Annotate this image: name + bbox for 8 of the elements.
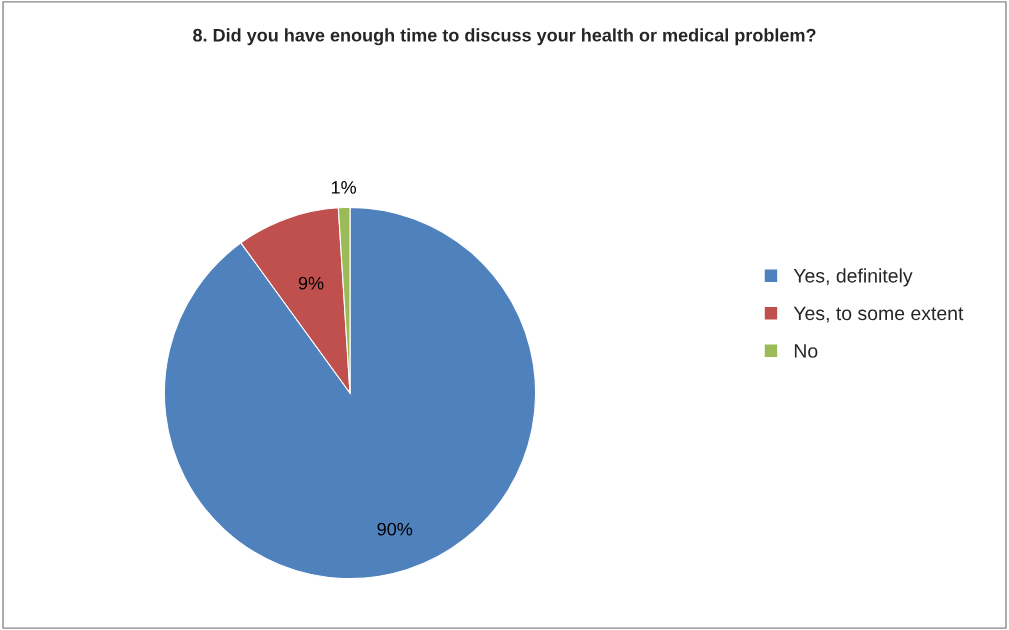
data-label: 9% [298, 276, 324, 290]
pie-slice [163, 206, 537, 580]
data-label: 1% [331, 181, 356, 194]
chart-title: 8. Did you have enough time to discuss your health or medical problem? [193, 28, 816, 46]
legend-label: No [794, 344, 818, 358]
legend-label: Yes, to some extent [793, 306, 964, 323]
legend-label: Yes, definitely [793, 268, 913, 287]
data-label: 90% [377, 522, 413, 536]
